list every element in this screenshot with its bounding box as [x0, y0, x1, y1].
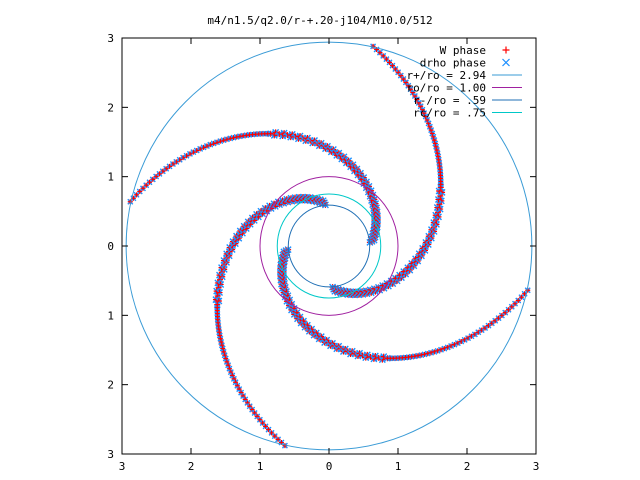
w-phase-point [269, 430, 275, 436]
w-phase-point [150, 176, 156, 182]
w-phase-point [254, 413, 260, 419]
w-phase-point [143, 182, 149, 188]
legend-label: ro/ro = 1.00 [407, 82, 486, 95]
w-phase-point [496, 315, 502, 321]
y-tick-label: 3 [107, 448, 114, 461]
w-phase-point [260, 420, 266, 426]
w-phase-point [275, 436, 281, 442]
y-tick-label: 1 [107, 309, 114, 322]
legend-label: r+/ro = 2.94 [407, 69, 487, 82]
w-phase-point [257, 417, 263, 423]
w-phase-point [380, 53, 386, 59]
w-phase-point [392, 66, 398, 72]
w-phase-point [137, 189, 143, 195]
w-phase-point [515, 297, 521, 303]
y-tick-label: 2 [107, 379, 114, 392]
w-phase-point [146, 179, 152, 185]
x-tick-label: 3 [533, 460, 540, 473]
circle-0.59 [287, 204, 371, 288]
legend-swatch-drho [502, 58, 510, 67]
w-phase-point [156, 171, 162, 177]
w-phase-point [509, 304, 515, 310]
w-phase-point [499, 312, 505, 318]
legend-label: W phase [440, 44, 486, 57]
w-phase-point [153, 174, 159, 180]
x-tick-label: 2 [464, 460, 471, 473]
legend-label: rc/ro = .75 [413, 107, 486, 120]
w-phase-point [383, 56, 389, 62]
legend-swatch-w [502, 46, 510, 54]
w-phase-point [266, 427, 272, 433]
circle-0.75 [276, 193, 382, 299]
w-phase-point [263, 423, 269, 429]
x-tick-label: 3 [119, 460, 126, 473]
y-tick-label: 3 [107, 32, 114, 45]
legend-label: r-/ro = .59 [413, 94, 486, 107]
x-tick-label: 0 [326, 460, 333, 473]
legend-label: drho phase [420, 57, 486, 70]
x-tick-label: 1 [257, 460, 264, 473]
w-phase-point [502, 310, 508, 316]
w-phase-point [398, 73, 404, 79]
circle-1 [259, 176, 399, 316]
w-phase-point [377, 50, 383, 56]
chart-title: m4/n1.5/q2.0/r-+.20-j104/M10.0/512 [207, 14, 432, 27]
w-phase-point [518, 294, 524, 300]
w-phase-point [140, 185, 146, 191]
w-phase-point [512, 301, 518, 307]
w-phase-point [386, 59, 392, 65]
w-phase-point [395, 69, 401, 75]
y-tick-label: 1 [107, 171, 114, 184]
y-tick-label: 0 [107, 240, 114, 253]
w-phase-point [134, 192, 140, 198]
w-phase-point [272, 433, 278, 439]
w-phase-point [506, 307, 512, 313]
y-tick-label: 2 [107, 101, 114, 114]
x-tick-label: 1 [395, 460, 402, 473]
x-tick-label: 2 [188, 460, 195, 473]
w-phase-point [389, 63, 395, 69]
